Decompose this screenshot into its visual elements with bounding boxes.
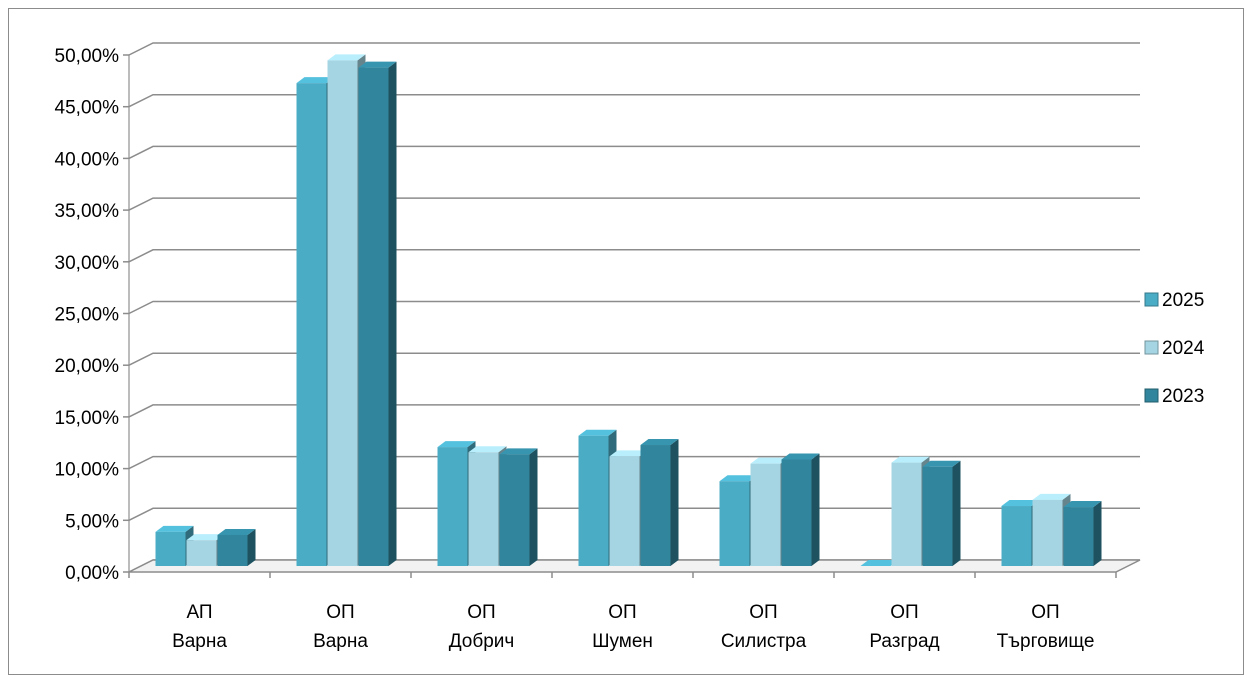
gridline bbox=[128, 404, 1140, 418]
legend-item-2023: 2023 bbox=[1144, 386, 1204, 407]
bar-2023-1 bbox=[358, 61, 397, 566]
bar-2023-5 bbox=[922, 460, 961, 566]
x-tick-label: Варна bbox=[172, 631, 227, 652]
gridline bbox=[128, 145, 1140, 160]
x-tick-label: ОП bbox=[608, 602, 636, 623]
legend: 2025 2024 2023 bbox=[1144, 290, 1205, 407]
x-axis: АП Варна ОП Варна ОП Добрич ОП Шумен ОП Силистра О… bbox=[128, 572, 1117, 652]
bar-chart: 0,00% 5,00% 10,00% 15,00% 20,00% 25,00% 30,00%… bbox=[55, 42, 1205, 652]
legend-swatch bbox=[1144, 340, 1159, 355]
x-tick-label: Силистра bbox=[721, 631, 807, 652]
legend-item-2024: 2024 bbox=[1144, 338, 1205, 359]
y-tick-label: 0,00% bbox=[65, 563, 119, 584]
y-axis: 0,00% 5,00% 10,00% 15,00% 20,00% 25,00% 30,00%… bbox=[55, 46, 129, 584]
chart-frame: 0,00% 5,00% 10,00% 15,00% 20,00% 25,00% 30,00%… bbox=[8, 8, 1244, 675]
bar-2023-0 bbox=[217, 528, 256, 566]
y-tick-label: 50,00% bbox=[55, 46, 120, 67]
y-tick-label: 40,00% bbox=[55, 149, 120, 170]
bar-2023-3 bbox=[640, 439, 679, 566]
y-tick-label: 15,00% bbox=[55, 408, 120, 429]
gridline bbox=[128, 249, 1140, 263]
bar-2023-4 bbox=[781, 453, 820, 566]
y-tick-label: 20,00% bbox=[55, 356, 120, 377]
x-tick-label: ОП bbox=[1031, 602, 1059, 623]
gridline bbox=[128, 197, 1140, 211]
x-tick-label: Варна bbox=[313, 631, 368, 652]
bar-2023-2 bbox=[499, 448, 538, 566]
bar-2025-5 bbox=[860, 560, 899, 566]
legend-swatch bbox=[1144, 388, 1159, 403]
y-tick-label: 5,00% bbox=[65, 511, 119, 532]
x-tick-label: Шумен bbox=[592, 631, 653, 652]
gridline bbox=[128, 42, 1140, 56]
x-tick-label: АП bbox=[186, 602, 212, 623]
legend-label: 2024 bbox=[1162, 338, 1205, 359]
gridline bbox=[128, 93, 1140, 108]
bars bbox=[155, 54, 1102, 567]
gridline bbox=[128, 300, 1140, 315]
x-tick-label: Добрич bbox=[449, 631, 515, 652]
x-tick-label: Търговище bbox=[997, 631, 1095, 652]
y-tick-label: 25,00% bbox=[55, 305, 120, 326]
legend-swatch bbox=[1144, 292, 1159, 307]
gridline bbox=[128, 352, 1140, 366]
x-tick-label: ОП bbox=[749, 602, 777, 623]
y-tick-label: 45,00% bbox=[55, 98, 120, 119]
y-tick-label: 10,00% bbox=[55, 460, 120, 481]
x-tick-label: ОП bbox=[890, 602, 918, 623]
x-tick-label: ОП bbox=[467, 602, 495, 623]
legend-label: 2023 bbox=[1162, 386, 1204, 407]
x-tick-label: ОП bbox=[326, 602, 354, 623]
y-tick-label: 30,00% bbox=[55, 253, 120, 274]
bar-2023-6 bbox=[1063, 501, 1102, 566]
x-tick-label: Разград bbox=[869, 631, 939, 652]
legend-label: 2025 bbox=[1162, 290, 1204, 311]
y-tick-label: 35,00% bbox=[55, 201, 120, 222]
legend-item-2025: 2025 bbox=[1144, 290, 1204, 311]
